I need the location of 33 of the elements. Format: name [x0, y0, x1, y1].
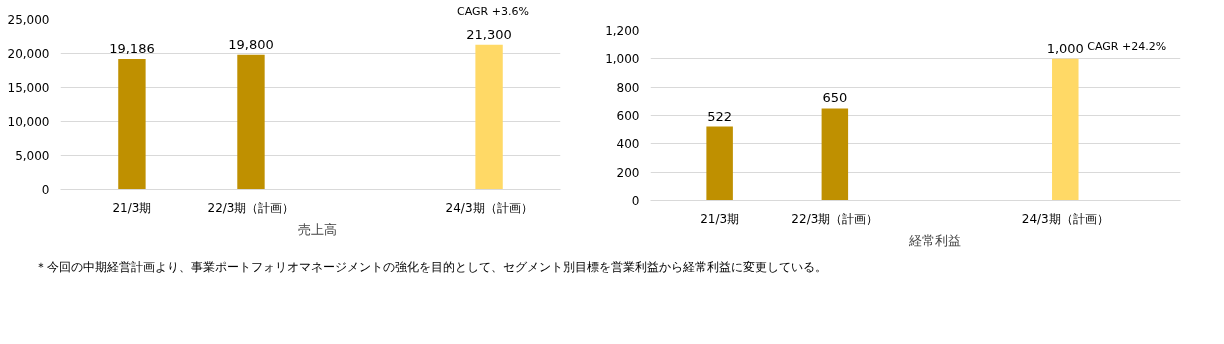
y-tick-label: 400: [616, 137, 640, 152]
annotation: CAGR +24.2%: [1087, 39, 1167, 53]
text: 経常利益: [909, 232, 961, 250]
y-tick-label: 20,000: [7, 47, 50, 61]
data-label: 1,000: [1046, 40, 1084, 56]
data-label: 19,186: [109, 41, 155, 57]
x-tick-label: 21/3期: [112, 200, 152, 215]
text: 売上高: [298, 221, 337, 239]
x-tick-label: 24/3期（計画）: [445, 200, 533, 215]
bar: [1052, 58, 1079, 201]
y-tick-label: 10,000: [7, 115, 50, 129]
x-tick-label: 22/3期（計画）: [791, 211, 879, 226]
data-label: 522: [707, 108, 733, 124]
text: ＊今回の中期経営計画より、事業ポートフォリオマネージメントの強化を目的として、セグメント別目標を営業利益から経常利益に変更している。: [35, 259, 827, 276]
data-label: 650: [822, 90, 848, 106]
y-tick-label: 1,200: [605, 24, 640, 38]
y-tick-label: 0: [41, 183, 50, 197]
bar: [706, 126, 733, 201]
y-tick-label: 15,000: [7, 81, 50, 95]
y-tick-label: 600: [616, 109, 640, 123]
text: CAGR +3.6%: [457, 4, 529, 18]
x-tick-label: 24/3期（計画）: [1021, 211, 1109, 226]
y-tick-label: 5,000: [15, 149, 50, 163]
x-tick-label: 22/3期（計画）: [207, 200, 295, 215]
data-label: 19,800: [228, 36, 274, 52]
y-tick-label: 800: [616, 80, 640, 95]
y-tick-label: 1,000: [605, 52, 640, 67]
y-tick-label: 25,000: [7, 13, 50, 27]
y-tick-label: 0: [631, 194, 640, 208]
y-tick-label: 200: [616, 165, 640, 180]
data-label: 21,300: [466, 26, 512, 42]
x-tick-label: 21/3期: [700, 211, 740, 226]
bar: [821, 108, 849, 201]
